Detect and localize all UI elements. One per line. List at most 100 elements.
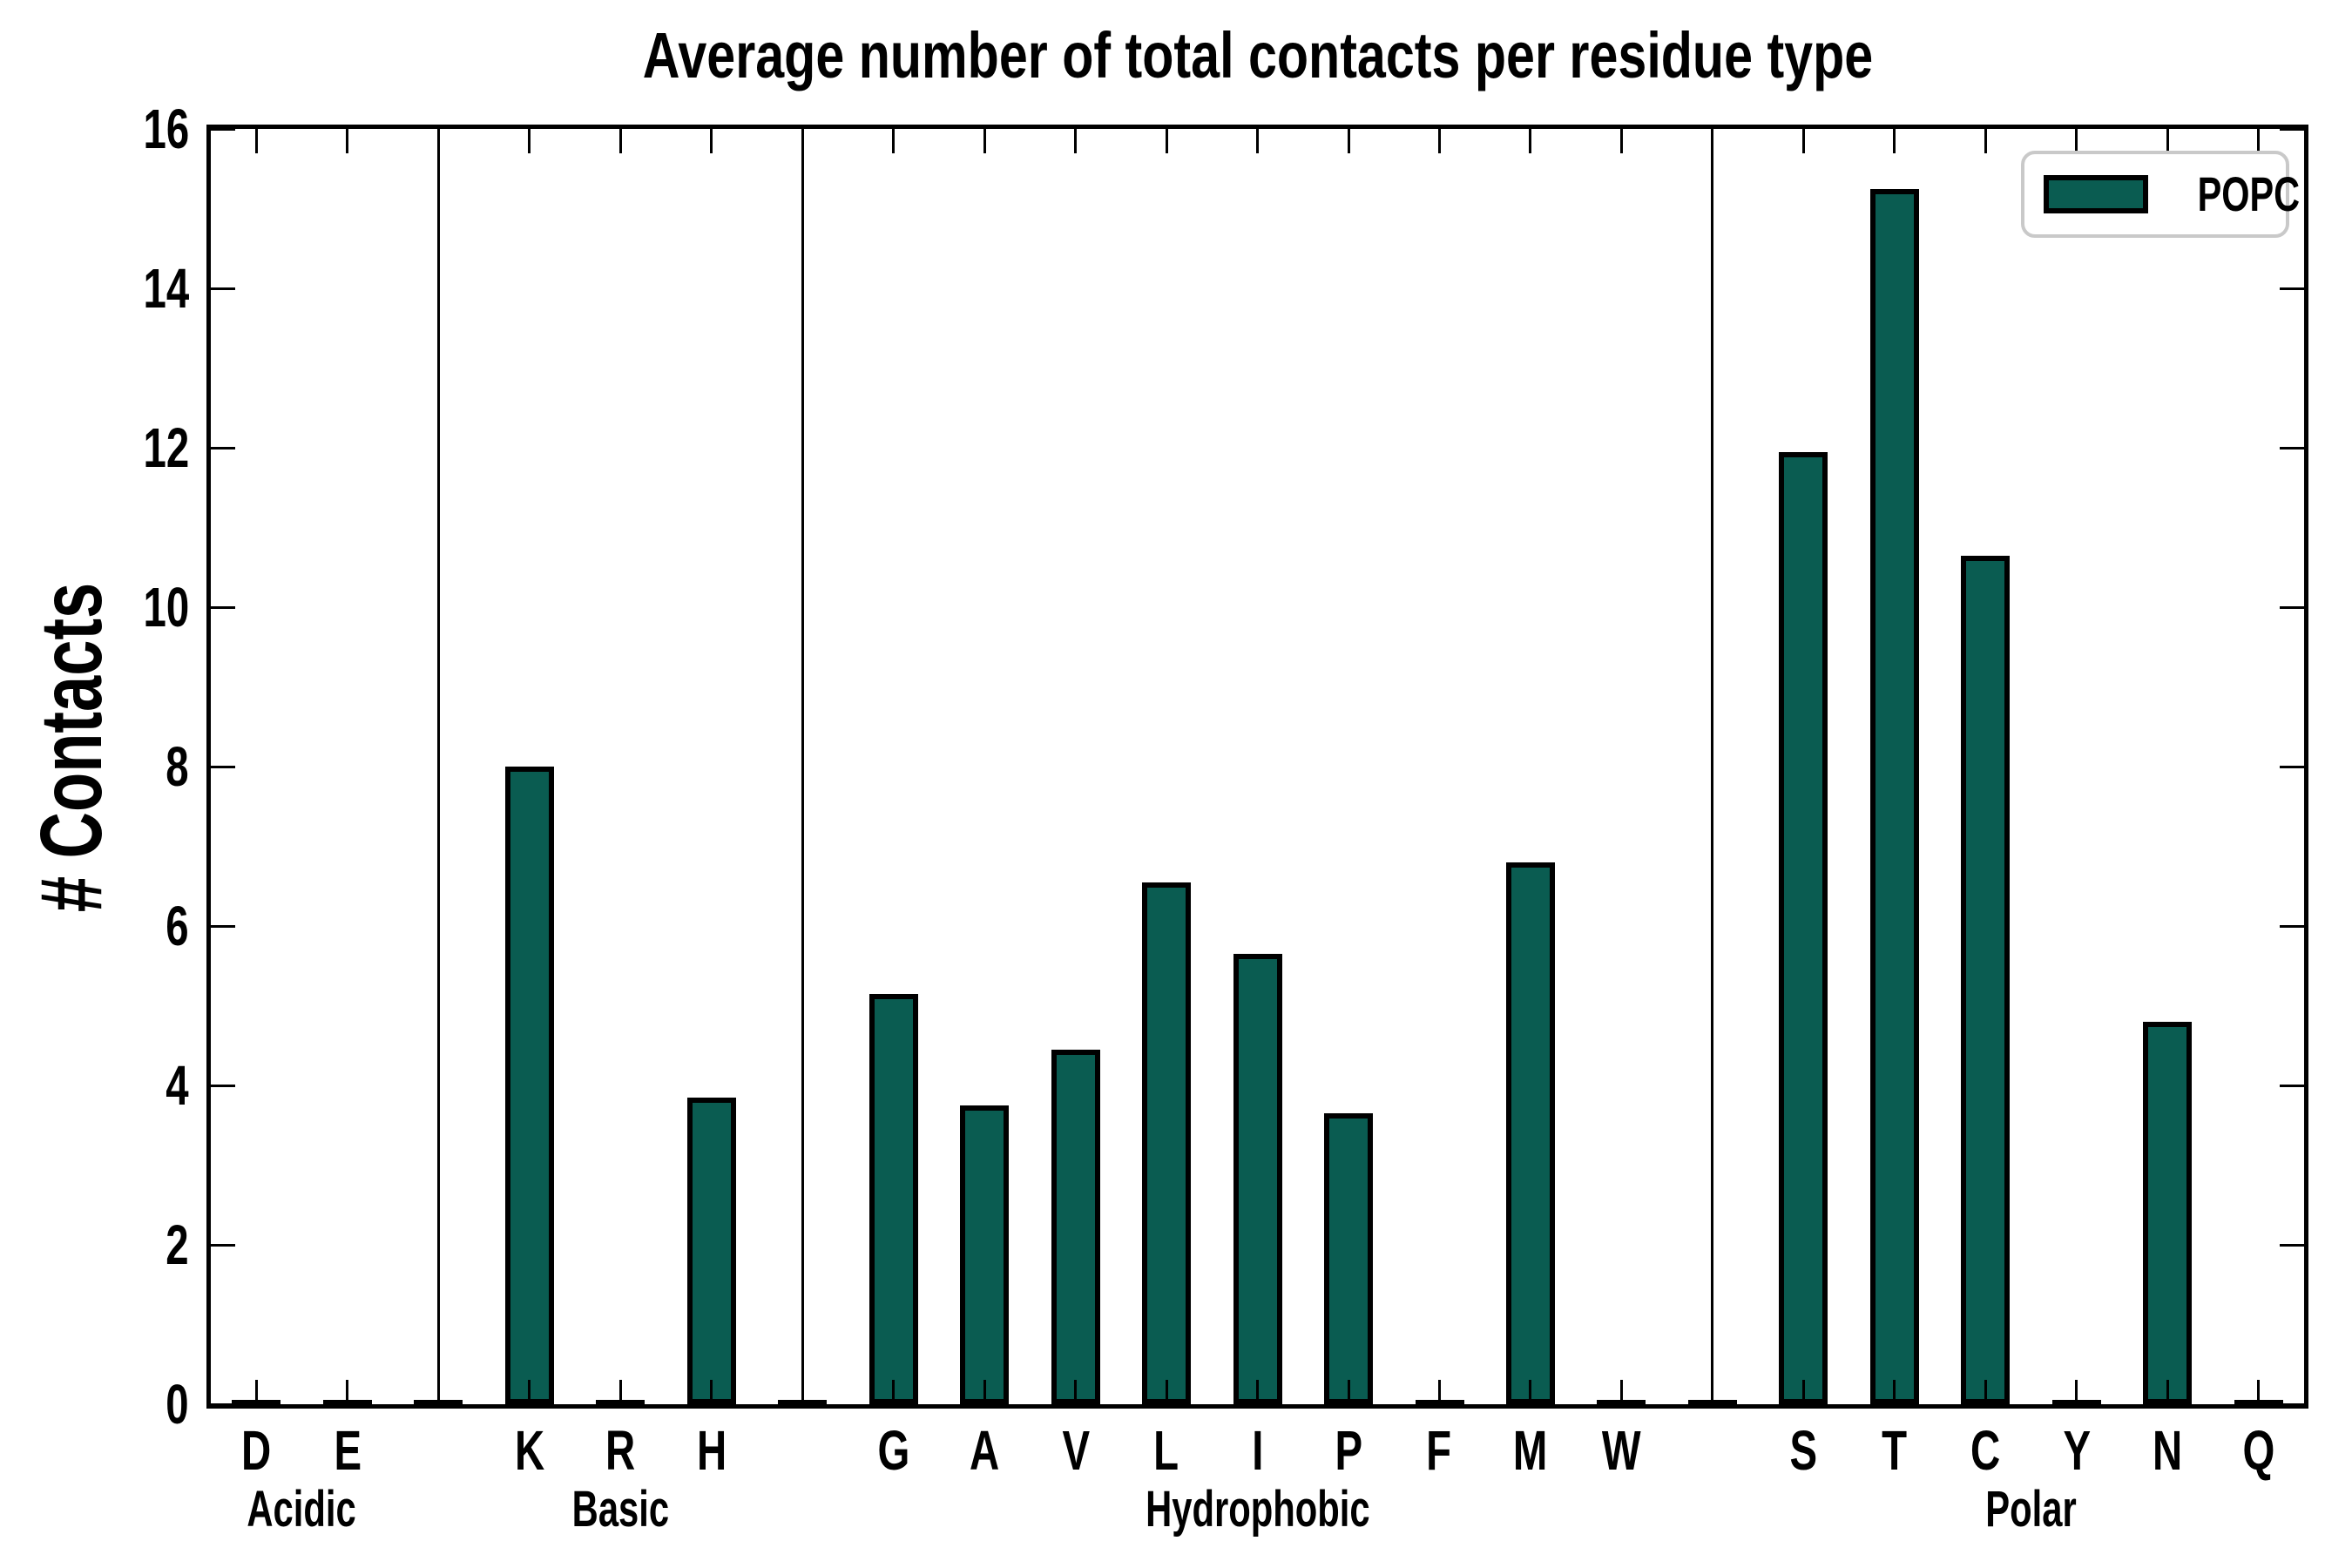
y-tick-left-6 [211, 924, 235, 928]
x-tick-label-T: T [1829, 1420, 1960, 1481]
x-tick-label-L-text: L [1153, 1419, 1179, 1482]
x-tick-label-D: D [191, 1420, 321, 1481]
x-tick-label-F-text: F [1426, 1419, 1452, 1482]
y-tick-label-6: 6 [0, 897, 189, 955]
bar-P [1324, 1113, 1373, 1404]
x-tick-label-A: A [919, 1420, 1050, 1481]
bar-N [2143, 1022, 2193, 1404]
x-tick-label-Y: Y [2011, 1420, 2142, 1481]
y-tick-right-2 [2280, 1243, 2304, 1247]
bar-I [1233, 954, 1282, 1404]
y-tick-right-14 [2280, 287, 2304, 290]
x-tick-top-M [1529, 129, 1532, 153]
x-tick-label-M-text: M [1513, 1419, 1548, 1482]
x-tick-label-W: W [1556, 1420, 1686, 1481]
x-tick-top-E [346, 129, 349, 153]
y-tick-right-10 [2280, 605, 2304, 609]
x-tick-top-T [1893, 129, 1896, 153]
y-tick-label-4: 4 [0, 1057, 189, 1114]
zero-bar-divider-slot [778, 1400, 828, 1404]
y-tick-right-6 [2280, 924, 2304, 928]
x-tick-bottom-C [1984, 1380, 1987, 1404]
x-tick-bottom-G [892, 1380, 896, 1404]
bar-L [1142, 882, 1191, 1404]
x-tick-top-Y [2075, 129, 2078, 153]
x-tick-label-Q: Q [2193, 1420, 2324, 1481]
y-tick-left-14 [211, 287, 235, 290]
x-tick-label-P: P [1283, 1420, 1414, 1481]
group-label-Acidic: Acidic [40, 1483, 563, 1537]
x-tick-label-N: N [2102, 1420, 2233, 1481]
y-tick-left-4 [211, 1084, 235, 1087]
y-tick-label-2-text: 2 [166, 1213, 189, 1276]
group-divider [436, 129, 440, 1404]
y-tick-left-16 [211, 127, 235, 131]
y-tick-label-0: 0 [0, 1375, 189, 1433]
x-tick-bottom-T [1893, 1380, 1896, 1404]
zero-bar-divider-slot [414, 1400, 463, 1404]
y-tick-right-4 [2280, 1084, 2304, 1087]
y-tick-right-8 [2280, 765, 2304, 768]
y-tick-label-14: 14 [0, 260, 189, 317]
group-label-Basic-text: Basic [571, 1481, 669, 1538]
x-tick-label-E: E [282, 1420, 413, 1481]
x-tick-top-G [892, 129, 896, 153]
y-tick-label-2: 2 [0, 1216, 189, 1274]
x-tick-top-C [1984, 129, 1987, 153]
x-tick-bottom-V [1074, 1380, 1077, 1404]
legend-swatch-popc [2044, 175, 2148, 213]
x-tick-label-E-text: E [334, 1419, 362, 1482]
x-tick-label-F: F [1374, 1420, 1504, 1481]
x-tick-top-A [983, 129, 986, 153]
x-tick-bottom-E [346, 1380, 349, 1404]
y-tick-label-0-text: 0 [166, 1373, 189, 1436]
group-label-Hydrophobic-text: Hydrophobic [1146, 1481, 1370, 1538]
group-label-Basic: Basic [359, 1483, 882, 1537]
x-tick-top-S [1801, 129, 1805, 153]
y-tick-label-16-text: 16 [143, 98, 189, 160]
bar-V [1051, 1050, 1100, 1404]
x-tick-label-G-text: G [877, 1419, 910, 1482]
x-tick-bottom-I [1256, 1380, 1259, 1404]
x-tick-label-Y-text: Y [2063, 1419, 2091, 1482]
group-label-Polar-text: Polar [1985, 1481, 2078, 1538]
bar-H [686, 1098, 736, 1404]
group-label-Acidic-text: Acidic [247, 1481, 356, 1538]
x-tick-bottom-F [1438, 1380, 1441, 1404]
x-tick-label-R: R [555, 1420, 686, 1481]
x-tick-label-S-text: S [1789, 1419, 1817, 1482]
x-tick-top-D [254, 129, 258, 153]
x-tick-top-H [710, 129, 713, 153]
bar-A [960, 1105, 1010, 1404]
x-tick-bottom-D [254, 1380, 258, 1404]
x-tick-top-R [618, 129, 622, 153]
chart-title-text: Average number of total contacts per res… [642, 19, 1874, 91]
bar-G [868, 994, 918, 1404]
x-tick-top-I [1256, 129, 1259, 153]
x-tick-label-I: I [1193, 1420, 1323, 1481]
x-tick-label-Q-text: Q [2242, 1419, 2275, 1482]
group-divider [1711, 129, 1714, 1404]
zero-bar-divider-slot [1687, 1400, 1737, 1404]
chart-title: Average number of total contacts per res… [489, 19, 2027, 92]
x-tick-label-P-text: P [1335, 1419, 1362, 1482]
x-tick-label-D-text: D [240, 1419, 272, 1482]
x-tick-top-F [1438, 129, 1441, 153]
group-divider [801, 129, 804, 1404]
y-tick-label-4-text: 4 [166, 1054, 189, 1117]
x-tick-bottom-P [1347, 1380, 1350, 1404]
y-tick-left-2 [211, 1243, 235, 1247]
group-label-Hydrophobic: Hydrophobic [997, 1483, 1519, 1537]
y-tick-label-10-text: 10 [143, 576, 189, 639]
y-tick-left-12 [211, 446, 235, 449]
y-tick-right-12 [2280, 446, 2304, 449]
x-tick-bottom-R [618, 1380, 622, 1404]
x-tick-label-C: C [1920, 1420, 2051, 1481]
x-tick-bottom-S [1801, 1380, 1805, 1404]
y-tick-label-12: 12 [0, 419, 189, 476]
x-tick-bottom-M [1529, 1380, 1532, 1404]
y-tick-left-8 [211, 765, 235, 768]
x-tick-label-K-text: K [514, 1419, 545, 1482]
x-tick-bottom-A [983, 1380, 986, 1404]
x-tick-label-K: K [464, 1420, 595, 1481]
